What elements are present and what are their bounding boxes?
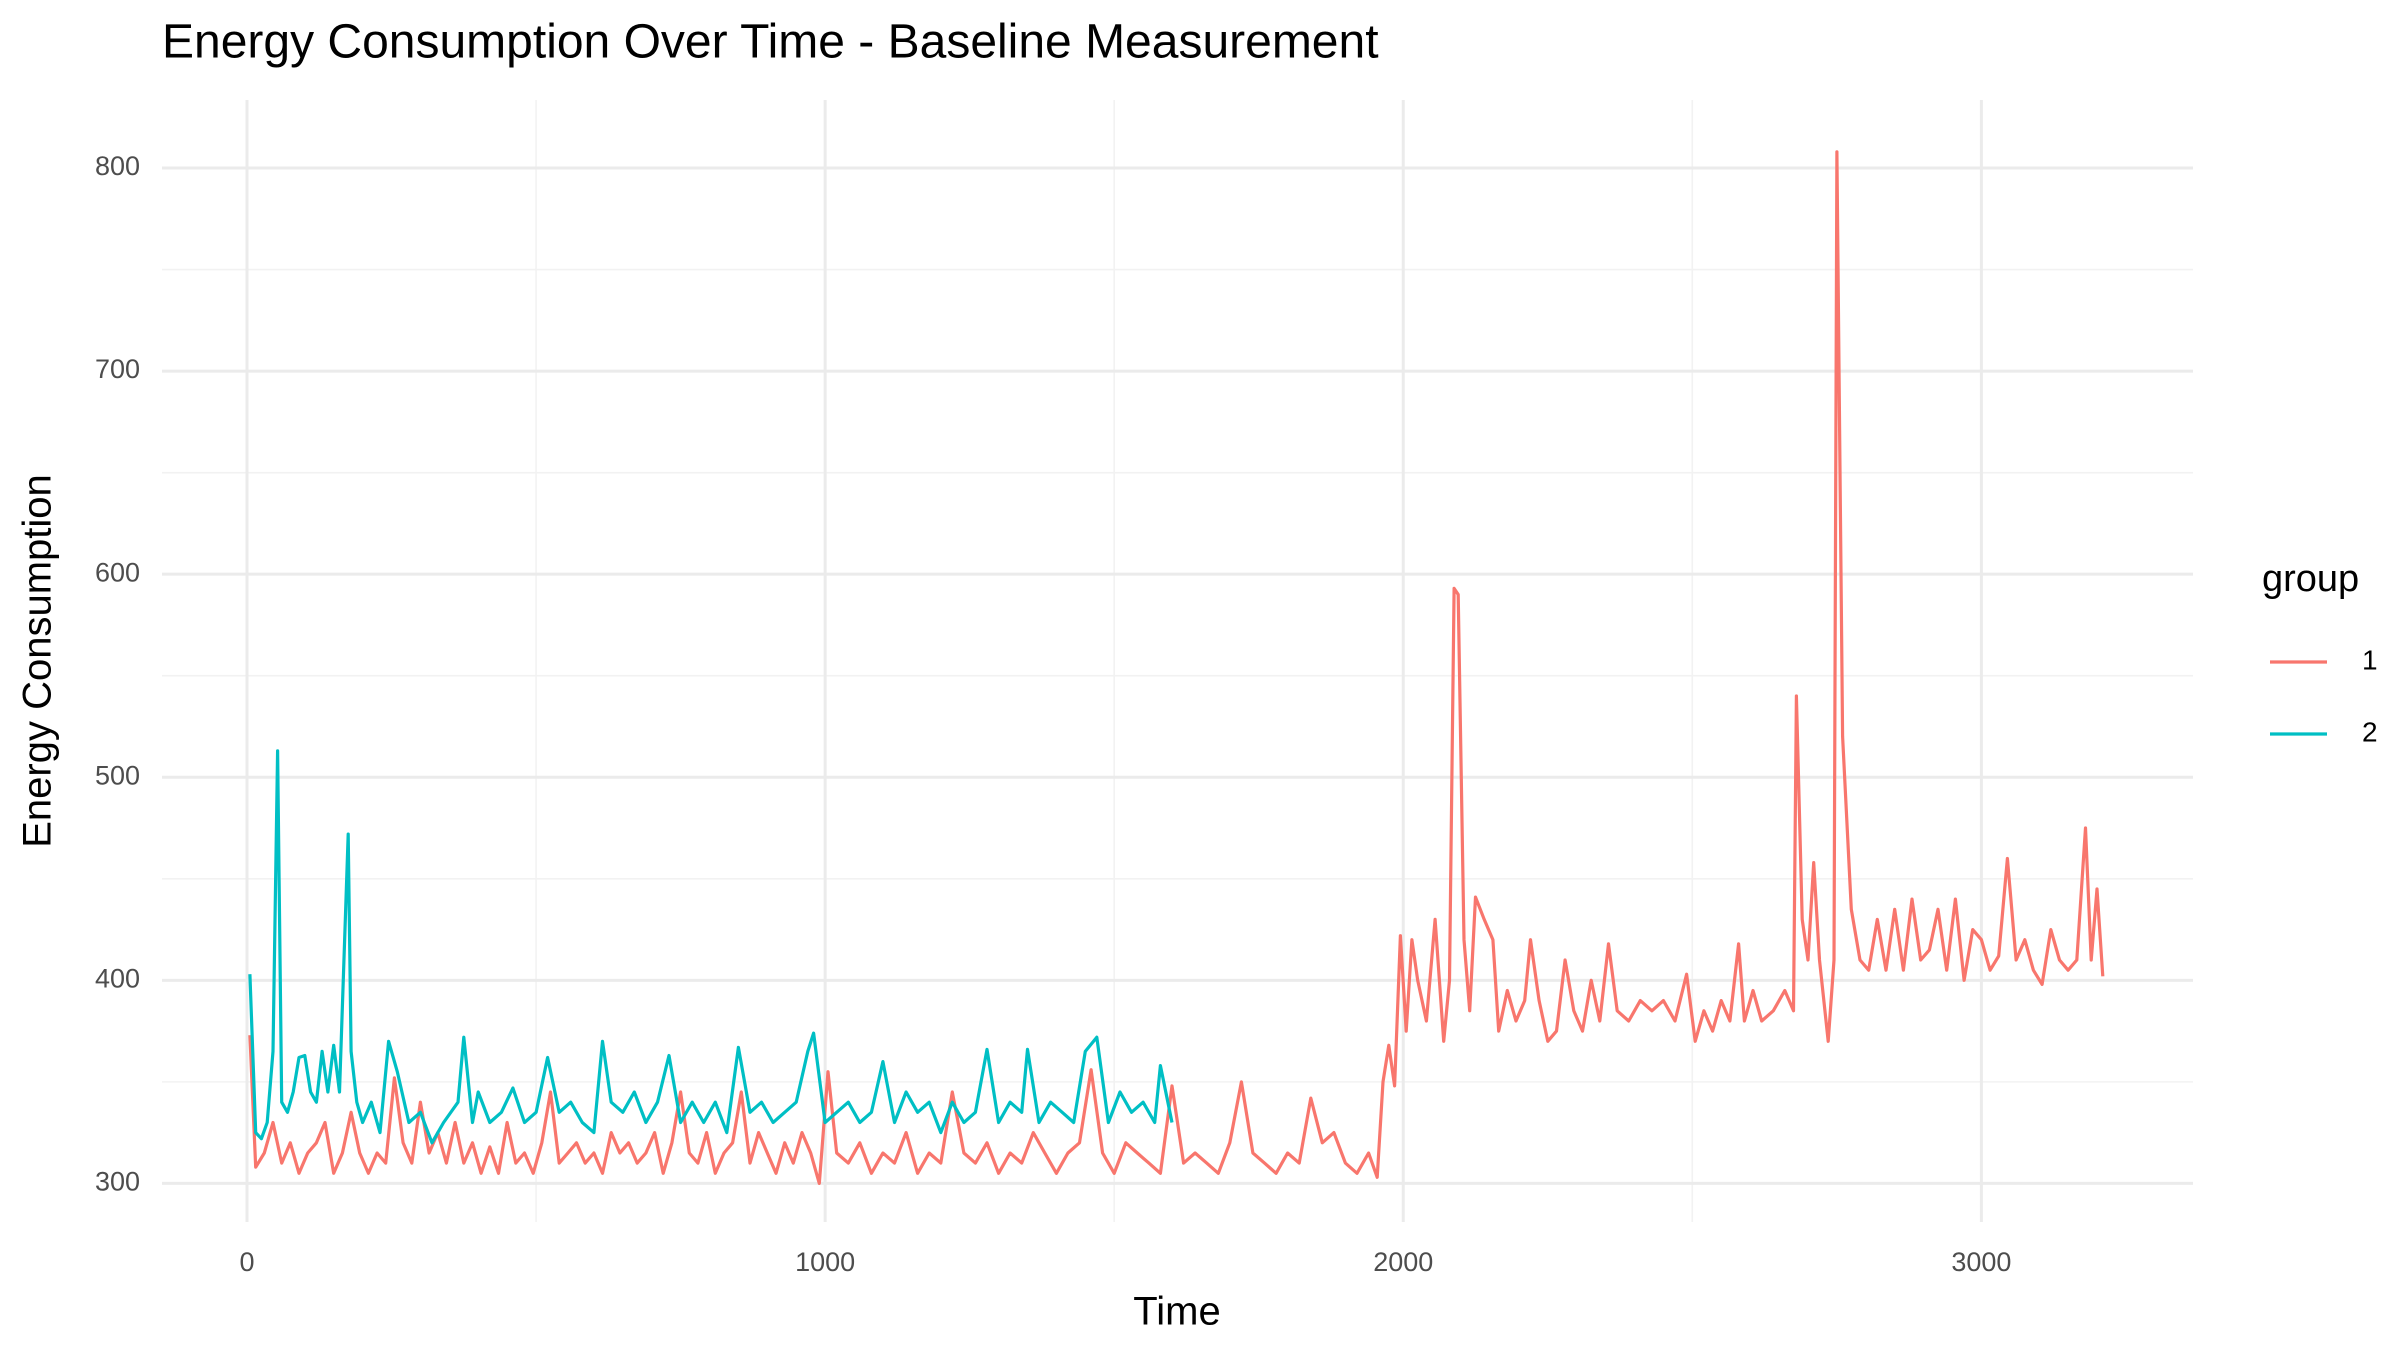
chart-title: Energy Consumption Over Time - Baseline …: [162, 16, 1379, 69]
x-tick-label: 2000: [1373, 1247, 1433, 1277]
series-line: [248, 150, 2105, 1185]
y-axis-label: Energy Consumption: [16, 474, 60, 848]
y-tick-label: 500: [95, 760, 140, 790]
x-tick-label: 0: [239, 1247, 254, 1277]
y-tick-label: 800: [95, 151, 140, 181]
y-tick-label: 300: [95, 1167, 140, 1197]
x-axis-label: Time: [1133, 1290, 1220, 1334]
legend-title: group: [2262, 558, 2359, 600]
legend-label: 2: [2362, 716, 2378, 747]
y-tick-label: 600: [95, 557, 140, 587]
legend-label: 1: [2362, 644, 2378, 675]
y-tick-label: 700: [95, 354, 140, 384]
y-tick-label: 400: [95, 963, 140, 993]
x-tick-label: 3000: [1951, 1247, 2011, 1277]
series-line: [248, 749, 1174, 1145]
x-tick-label: 1000: [795, 1247, 855, 1277]
